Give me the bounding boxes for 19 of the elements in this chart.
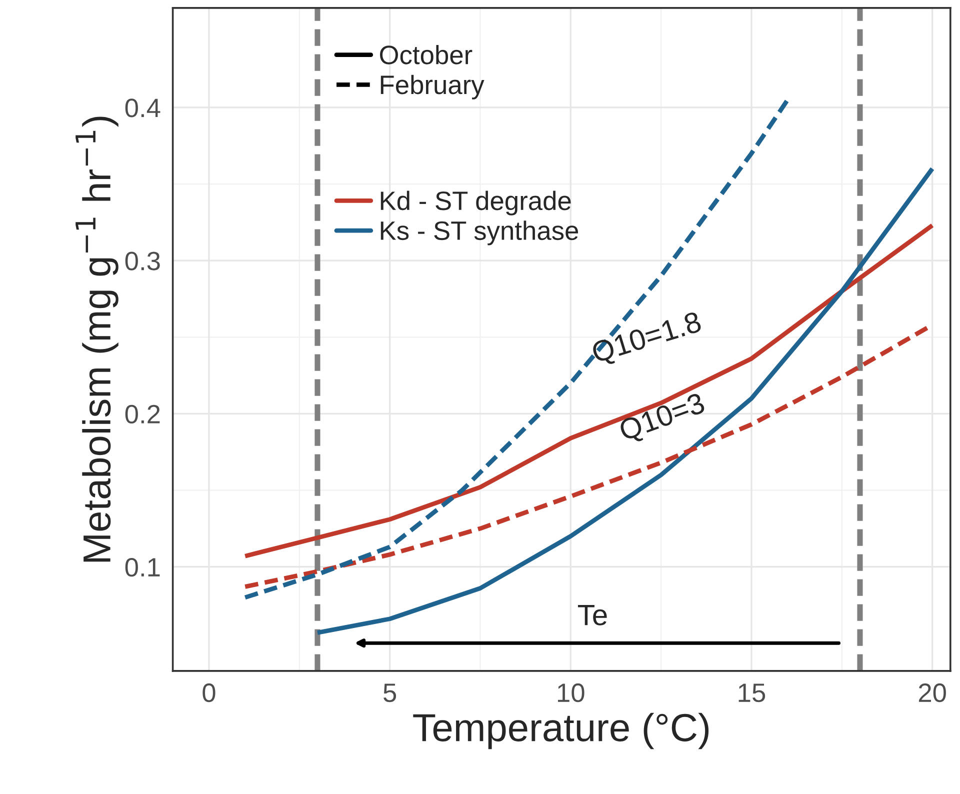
y-axis-title: Metabolism (mg g$^{−1}$ hr$^{−1}$): [76, 116, 118, 562]
annotation: Te: [578, 605, 607, 626]
annotation: October: [380, 44, 472, 64]
legend-label: Kd - ST degrade: [380, 190, 571, 216]
x-tick-label: 10: [558, 683, 584, 702]
y-tick-label: 0.2: [125, 404, 160, 424]
annotation: Q10=3: [618, 392, 708, 446]
x-tick-label: 15: [738, 684, 766, 702]
y-tick-label: 0.3: [125, 252, 160, 270]
y-tick-label: 0.4: [125, 98, 160, 118]
x-tick-label: 5: [384, 684, 396, 702]
line-series: [315, 166, 935, 635]
y-tick-label: 0.1: [125, 558, 160, 577]
x-axis-title: Temperature (°C): [413, 712, 709, 750]
x-tick-label: 0: [202, 683, 216, 702]
annotation: February: [380, 74, 484, 100]
line-series: [242, 98, 790, 600]
x-tick-label: 20: [918, 683, 946, 702]
legend-label: Ks - ST synthase: [380, 220, 578, 246]
